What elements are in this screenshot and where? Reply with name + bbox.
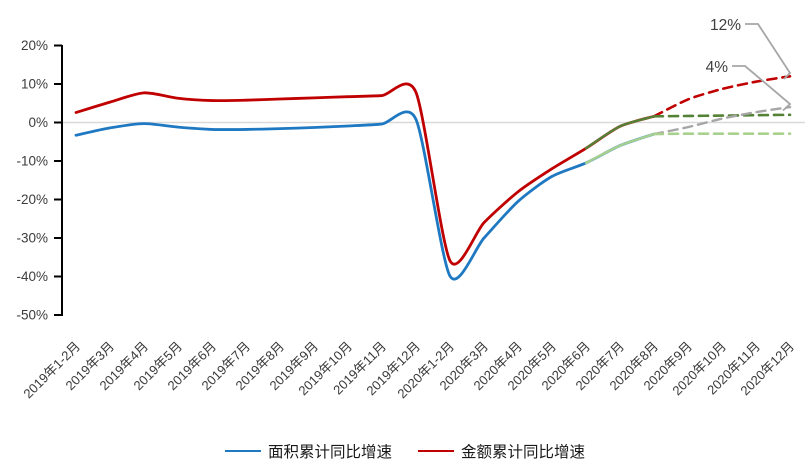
legend-label: 面积累计同比增速 (267, 444, 392, 461)
series-area-actual-line (74, 110, 656, 281)
series-lines (74, 75, 792, 281)
chart-legend: 面积累计同比增速 金额累计同比增速 (0, 439, 810, 463)
series-area-scenario-overlap-line (584, 132, 656, 165)
y-axis-label: -20% (16, 192, 48, 207)
legend-item-amount: 金额累计同比增速 (418, 440, 585, 462)
y-axis-label: 0% (28, 115, 48, 130)
legend-line-swatch (418, 450, 454, 452)
y-axis-label: 10% (21, 77, 48, 92)
series-area-forecast-upper-line (652, 105, 792, 136)
y-axis-label: -50% (16, 308, 48, 323)
legend-label: 金额累计同比增速 (461, 444, 586, 461)
legend-line-swatch (224, 450, 261, 452)
series-amount-forecast-lower-line (652, 113, 792, 118)
series-amount-scenario-overlap-line (584, 115, 656, 150)
annotation-leader-12pct (745, 23, 792, 80)
annotation-leader-4pct (732, 65, 792, 112)
annotation-12pct: 12% (710, 17, 741, 34)
y-axis-ticks (54, 44, 62, 316)
series-amount-forecast-upper-line (652, 75, 792, 118)
y-axis-labels: 20% 10% 0% -10% -20% -30% -40% -50% (16, 38, 48, 323)
y-axis-label: 20% (21, 38, 48, 53)
series-amount-actual-line (74, 82, 656, 266)
y-axis-label: -30% (16, 231, 48, 246)
y-axis-label: -40% (16, 269, 48, 284)
x-axis-labels: 2019年1-2月2019年3月2019年4月2019年5月2019年6月201… (20, 339, 797, 402)
legend-item-area: 面积累计同比增速 (224, 440, 392, 462)
y-axis-label: -10% (16, 154, 48, 169)
annotation-4pct: 4% (706, 59, 729, 76)
